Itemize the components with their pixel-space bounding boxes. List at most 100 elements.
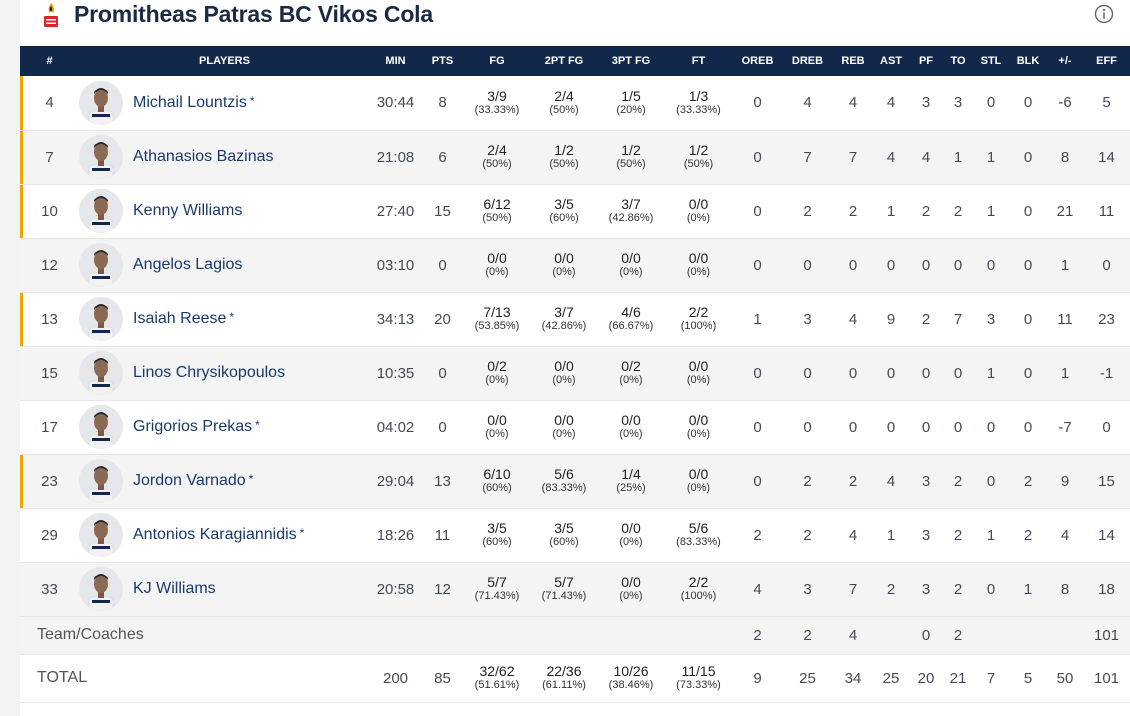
stat-dreb: 3: [782, 292, 833, 347]
three-point-fg-made-attempted: 0/0: [621, 520, 641, 536]
stat-pf: 2: [909, 184, 943, 239]
col-header-plus-minus[interactable]: +/-: [1058, 55, 1072, 67]
player-avatar[interactable]: [79, 297, 123, 341]
player-name[interactable]: Jordon Varnado *: [133, 472, 253, 490]
player-avatar[interactable]: [79, 405, 123, 449]
jersey-number-text: 29: [41, 526, 58, 544]
stat-pf: 3: [909, 76, 943, 131]
player-name-text[interactable]: Michail Lountzis: [133, 93, 247, 111]
free-throws: 0/0 (0%): [664, 346, 733, 401]
player-name[interactable]: Athanasios Bazinas: [133, 148, 274, 166]
field-goals: 0/2 (0%): [464, 346, 530, 401]
stat-pm: -6: [1047, 76, 1083, 131]
player-name-text[interactable]: Grigorios Prekas: [133, 418, 253, 435]
stat-reb: 4: [833, 76, 873, 131]
stat-eff: 18: [1083, 562, 1130, 617]
player-row[interactable]: 15 Linos Chrysikopoulos 10:35 0 0/2 (0%) 0/0 (0…: [20, 346, 1130, 401]
player-row[interactable]: 4 Michail Lountzis * 30:44 8 3/9 (33.33%) 2/4 (5…: [20, 76, 1130, 131]
player-avatar[interactable]: [79, 567, 123, 611]
player-row[interactable]: 7 Athanasios Bazinas 21:08 6 2/4 (50%) 1/2 (50%…: [20, 130, 1130, 185]
col-header-players[interactable]: PLAYERS: [199, 55, 250, 67]
player-name[interactable]: Linos Chrysikopoulos: [133, 364, 285, 382]
player-cell: Jordon Varnado *: [79, 454, 370, 509]
three-point-fg: 4/6 (66.67%): [598, 292, 664, 347]
player-row[interactable]: 10 Kenny Williams 27:40 15 6/12 (50%) 3/5 (60%)…: [20, 184, 1130, 239]
col-header-ast[interactable]: AST: [880, 55, 902, 67]
field-goals-made-attempted: 0/2: [487, 358, 507, 374]
free-throws: 1/2 (50%): [664, 130, 733, 185]
player-cell: Kenny Williams: [79, 184, 370, 239]
col-header-reb[interactable]: REB: [841, 55, 865, 67]
col-header-oreb[interactable]: OREB: [741, 55, 774, 67]
stat-ast: 1: [873, 508, 909, 563]
stat-pm: 1: [1047, 238, 1083, 293]
player-name[interactable]: Michail Lountzis *: [133, 94, 255, 112]
player-name-text[interactable]: KJ Williams: [133, 580, 216, 597]
player-avatar[interactable]: [79, 189, 123, 233]
info-icon[interactable]: [1094, 4, 1114, 24]
player-row[interactable]: 13 Isaiah Reese * 34:13 20 7/13 (53.85%) 3/7 (42…: [20, 292, 1130, 347]
free-throws-made-attempted: 0/0: [688, 358, 709, 374]
col-header-ft[interactable]: FT: [691, 55, 706, 67]
player-avatar[interactable]: [79, 351, 123, 395]
starter-indicator: [20, 292, 23, 346]
stat-to: 0: [943, 400, 973, 455]
col-header-blk[interactable]: BLK: [1016, 55, 1040, 67]
player-name[interactable]: Isaiah Reese *: [133, 310, 234, 328]
col-header-min[interactable]: MIN: [385, 55, 406, 67]
three-point-fg: 1/4 (25%): [598, 454, 664, 509]
player-row[interactable]: 12 Angelos Lagios 03:10 0 0/0 (0%) 0/0 (0%) 0/0(…: [20, 238, 1130, 293]
three-point-fg: 0/0 (0%): [598, 508, 664, 563]
player-avatar[interactable]: [79, 135, 123, 179]
player-row[interactable]: 17 Grigorios Prekas * 04:02 0 0/0 (0%) 0/0 (0%) 0…: [20, 400, 1130, 455]
col-header-dreb[interactable]: DREB: [791, 55, 824, 67]
three-point-fg-made-attempted: 0/2: [621, 358, 641, 374]
col-header-fg3[interactable]: 3PT FG: [611, 55, 651, 67]
player-row[interactable]: 29 Antonios Karagiannidis * 18:26 11 3/5 (60%)…: [20, 508, 1130, 563]
two-point-fg: 0/0 (0%): [530, 346, 598, 401]
field-goals: 2/4 (50%): [464, 130, 530, 185]
points: 13: [421, 454, 464, 509]
player-name-text[interactable]: Athanasios Bazinas: [133, 148, 274, 165]
three-point-fg-percentage: (42.86%): [608, 212, 654, 224]
total-free-throws-percentage: (73.33%): [676, 679, 721, 691]
player-name[interactable]: Antonios Karagiannidis *: [133, 526, 304, 544]
stat-stl: 0: [973, 562, 1009, 617]
player-name-text[interactable]: Jordon Varnado: [133, 472, 246, 489]
col-header-num[interactable]: #: [46, 55, 53, 67]
jersey-number: 29: [20, 508, 79, 563]
starter-asterisk: *: [229, 310, 235, 324]
two-point-fg-percentage: (60%): [549, 536, 579, 548]
col-header-pts[interactable]: PTS: [431, 55, 454, 67]
player-name-text[interactable]: Kenny Williams: [133, 202, 243, 219]
player-avatar[interactable]: [79, 459, 123, 503]
player-name-text[interactable]: Isaiah Reese: [133, 310, 227, 327]
player-name-text[interactable]: Linos Chrysikopoulos: [133, 364, 286, 381]
col-header-pf[interactable]: PF: [918, 55, 934, 67]
player-name[interactable]: Angelos Lagios: [133, 256, 242, 274]
two-point-fg: 3/5 (60%): [530, 508, 598, 563]
player-info: Antonios Karagiannidis *: [79, 513, 370, 557]
stat-blk: 0: [1009, 130, 1047, 185]
col-header-eff[interactable]: EFF: [1096, 55, 1117, 67]
player-row[interactable]: 33 KJ Williams 20:58 12 5/7 (71.43%) 5/7 (71.43…: [20, 562, 1130, 617]
player-name[interactable]: Grigorios Prekas *: [133, 418, 260, 436]
stat-oreb: 4: [733, 562, 782, 617]
player-row[interactable]: 23 Jordon Varnado * 29:04 13 6/10 (60%) 5/6 (83.…: [20, 454, 1130, 509]
player-name-text[interactable]: Angelos Lagios: [133, 256, 243, 273]
stat-oreb: 2: [733, 508, 782, 563]
player-name[interactable]: KJ Williams: [133, 580, 216, 598]
col-header-stl[interactable]: STL: [980, 55, 1002, 67]
player-avatar[interactable]: [79, 243, 123, 287]
minutes: 21:08: [370, 130, 421, 185]
player-name[interactable]: Kenny Williams: [133, 202, 242, 220]
player-avatar[interactable]: [79, 513, 123, 557]
free-throws-percentage: (100%): [680, 320, 717, 332]
player-name-text[interactable]: Antonios Karagiannidis: [133, 526, 297, 543]
col-header-fg[interactable]: FG: [489, 55, 505, 67]
col-header-to[interactable]: TO: [950, 55, 966, 67]
points: 0: [421, 346, 464, 401]
player-avatar[interactable]: [79, 80, 123, 125]
stat-stl: 0: [973, 454, 1009, 509]
col-header-fg2[interactable]: 2PT FG: [544, 55, 584, 67]
